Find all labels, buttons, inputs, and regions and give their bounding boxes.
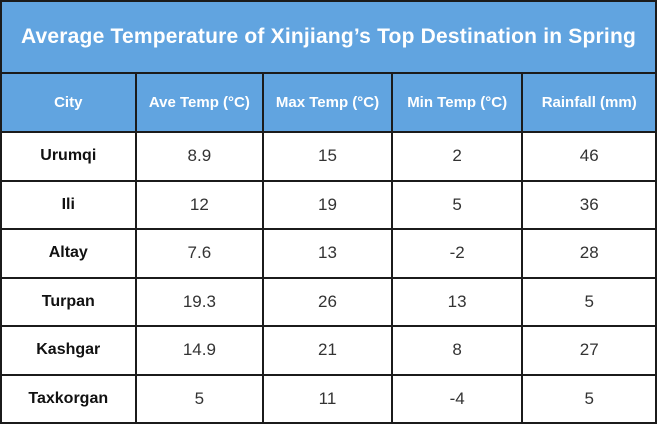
table-title: Average Temperature of Xinjiang’s Top De… (2, 2, 655, 72)
table-cell-max-temp: 11 (264, 375, 391, 422)
table-cell-max-temp: 15 (264, 133, 391, 180)
table-cell-ave-temp: 12 (136, 181, 263, 228)
city-name: Taxkorgan (2, 375, 135, 422)
city-name: Altay (2, 230, 135, 277)
table-cell-min-temp: 5 (392, 181, 522, 228)
table-cell-min-temp: -4 (392, 375, 522, 422)
column-header-ave-temp: Ave Temp (°C) (136, 74, 263, 131)
table-cell-ave-temp: 5 (136, 375, 263, 422)
table-cell-max-temp: 21 (264, 327, 391, 374)
city-name: Ili (2, 181, 135, 228)
table-cell-ave-temp: 7.6 (136, 230, 263, 277)
table-cell-rainfall: 46 (523, 133, 655, 180)
table-cell-ave-temp: 14.9 (136, 327, 263, 374)
table-cell-ave-temp: 19.3 (136, 278, 263, 325)
column-header-rainfall: Rainfall (mm) (523, 74, 655, 131)
column-header-city: City (2, 74, 135, 131)
column-header-max-temp: Max Temp (°C) (264, 74, 391, 131)
table-cell-max-temp: 19 (264, 181, 391, 228)
city-name: Kashgar (2, 327, 135, 374)
table-cell-min-temp: -2 (392, 230, 522, 277)
table-cell-ave-temp: 8.9 (136, 133, 263, 180)
table-cell-min-temp: 2 (392, 133, 522, 180)
table-cell-rainfall: 27 (523, 327, 655, 374)
table-cell-min-temp: 8 (392, 327, 522, 374)
table-cell-min-temp: 13 (392, 278, 522, 325)
table-cell-rainfall: 5 (523, 278, 655, 325)
table-cell-rainfall: 36 (523, 181, 655, 228)
table-cell-rainfall: 5 (523, 375, 655, 422)
table-cell-max-temp: 26 (264, 278, 391, 325)
city-name: Turpan (2, 278, 135, 325)
column-header-min-temp: Min Temp (°C) (392, 74, 522, 131)
city-name: Urumqi (2, 133, 135, 180)
table-cell-max-temp: 13 (264, 230, 391, 277)
table-cell-rainfall: 28 (523, 230, 655, 277)
